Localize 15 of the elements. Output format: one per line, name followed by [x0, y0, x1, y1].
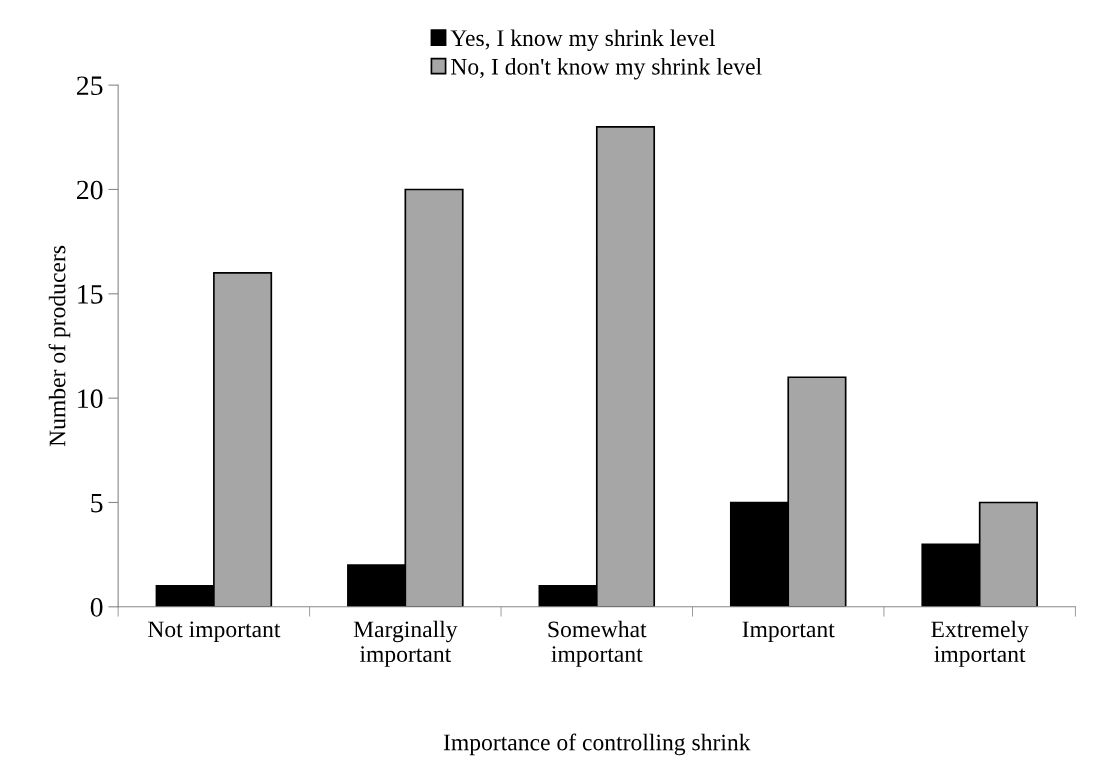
- x-axis-title: Importance of controlling shrink: [443, 733, 751, 756]
- x-tick-label: Not important: [147, 621, 281, 643]
- y-tick-label: 20: [77, 180, 103, 200]
- y-tick-label: 15: [78, 285, 103, 304]
- y-tick-label: 0: [90, 597, 103, 617]
- x-tick-label: Extremely important: [931, 620, 1029, 667]
- x-tick-label: Important: [742, 621, 835, 643]
- y-tick-label: 5: [91, 493, 103, 513]
- legend-label: No, I don't know my shrink level: [450, 58, 762, 80]
- y-axis-title: Number of producers: [48, 245, 71, 447]
- x-tick-label: Marginally important: [353, 620, 458, 667]
- y-tick-label: 10: [78, 389, 103, 409]
- legend-label: Yes, I know my shrink level: [450, 29, 716, 51]
- x-tick-label: Somewhat important: [548, 620, 647, 667]
- y-tick-label: 25: [77, 76, 103, 96]
